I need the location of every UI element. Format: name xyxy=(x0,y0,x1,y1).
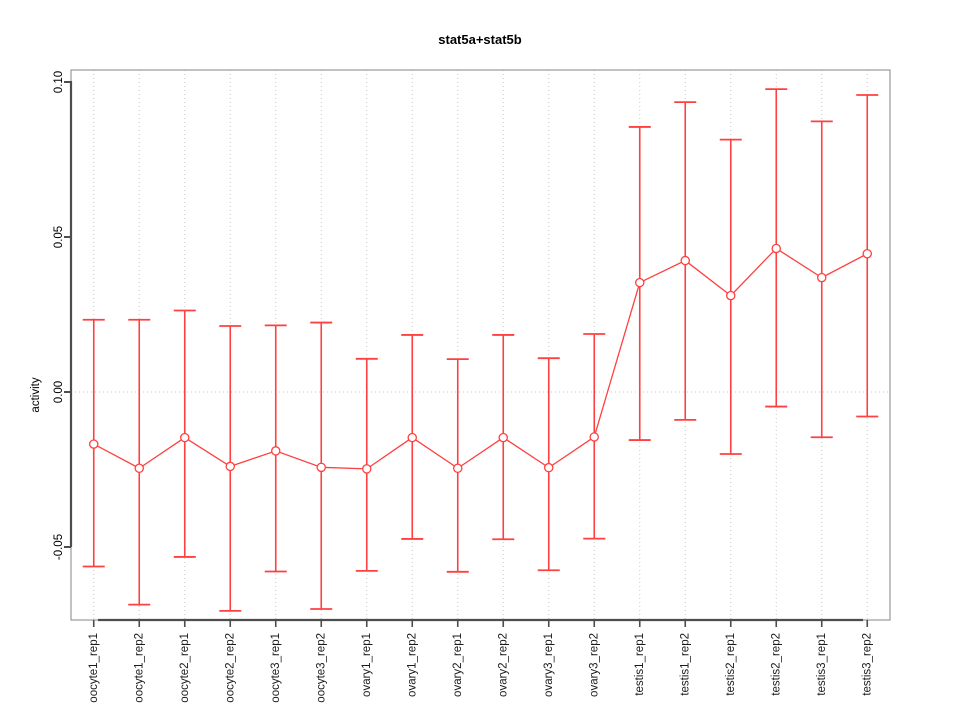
data-point xyxy=(452,463,463,474)
data-point xyxy=(134,463,144,474)
x-axis-tick-label: ovary1_rep1 xyxy=(361,633,373,697)
plot-frame xyxy=(70,69,891,621)
x-axis-tick-label: oocyte3_rep2 xyxy=(315,633,327,703)
data-point xyxy=(89,439,99,449)
data-point xyxy=(179,432,190,443)
data-point xyxy=(589,432,600,442)
y-axis-tick-label: 0.00 xyxy=(53,381,65,403)
x-axis-tick-label: ovary1_rep2 xyxy=(406,633,418,697)
data-point xyxy=(407,432,417,443)
x-axis-tick-label: testis1_rep2 xyxy=(679,633,691,696)
data-point xyxy=(726,290,736,301)
data-point xyxy=(361,464,372,474)
data-point xyxy=(225,461,235,472)
x-axis-tick-label: testis3_rep2 xyxy=(861,633,873,696)
data-point xyxy=(316,462,326,473)
x-axis-tick-label: oocyte1_rep1 xyxy=(88,633,100,703)
data-point xyxy=(544,462,554,473)
x-axis-tick-label: oocyte2_rep1 xyxy=(179,633,191,703)
x-axis-tick-label: ovary3_rep2 xyxy=(588,633,600,697)
x-axis-tick-label: testis3_rep1 xyxy=(816,633,828,696)
x-axis-tick-label: ovary3_rep1 xyxy=(543,633,555,697)
data-point xyxy=(270,446,281,456)
y-axis-tick-label: 0.10 xyxy=(53,71,65,93)
y-axis-tick-label: 0.05 xyxy=(53,226,65,248)
x-axis-tick-label: ovary2_rep2 xyxy=(497,633,509,697)
x-axis-tick-label: testis2_rep1 xyxy=(725,633,737,696)
series-line xyxy=(93,247,868,470)
data-point xyxy=(771,243,782,254)
x-axis-tick-label: ovary2_rep1 xyxy=(452,633,464,697)
x-axis-tick-label: oocyte1_rep2 xyxy=(133,633,145,703)
data-point xyxy=(498,432,508,443)
data-point xyxy=(817,272,827,283)
data-point xyxy=(680,255,691,266)
x-axis-tick-label: testis2_rep2 xyxy=(770,633,782,696)
x-axis-tick-label: testis1_rep1 xyxy=(634,633,646,696)
x-axis-tick-label: oocyte2_rep2 xyxy=(224,633,236,703)
y-axis-tick-label: -0.05 xyxy=(53,534,65,560)
data-point xyxy=(635,277,645,288)
data-point xyxy=(862,248,873,259)
chart-title: stat5a+stat5b xyxy=(438,32,522,47)
x-axis-tick-label: oocyte3_rep1 xyxy=(270,633,282,703)
